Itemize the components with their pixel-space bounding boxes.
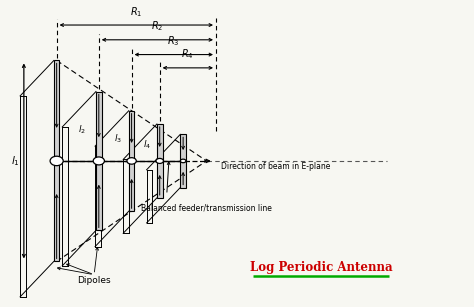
Text: Balanced feeder/transmission line: Balanced feeder/transmission line [141, 204, 272, 213]
Polygon shape [96, 91, 101, 230]
Text: $l_2$: $l_2$ [79, 123, 86, 136]
Text: Log Periodic Antenna: Log Periodic Antenna [250, 261, 392, 274]
Ellipse shape [127, 158, 137, 164]
Ellipse shape [50, 156, 63, 166]
Ellipse shape [156, 158, 164, 163]
Polygon shape [129, 111, 135, 211]
Polygon shape [157, 124, 163, 198]
Text: Direction of beam in E-plane: Direction of beam in E-plane [220, 162, 330, 171]
Text: $l_4$: $l_4$ [143, 138, 151, 150]
Text: Dipoles: Dipoles [77, 276, 111, 285]
Text: $R_2$: $R_2$ [151, 20, 164, 33]
Text: $R_3$: $R_3$ [167, 34, 180, 48]
Polygon shape [54, 60, 59, 261]
Ellipse shape [93, 157, 104, 165]
Text: $l_1$: $l_1$ [11, 154, 20, 168]
Text: $l_3$: $l_3$ [114, 132, 121, 145]
Ellipse shape [180, 159, 186, 163]
Text: $R_1$: $R_1$ [130, 5, 143, 18]
Text: $R_4$: $R_4$ [182, 48, 194, 61]
Polygon shape [180, 134, 186, 188]
